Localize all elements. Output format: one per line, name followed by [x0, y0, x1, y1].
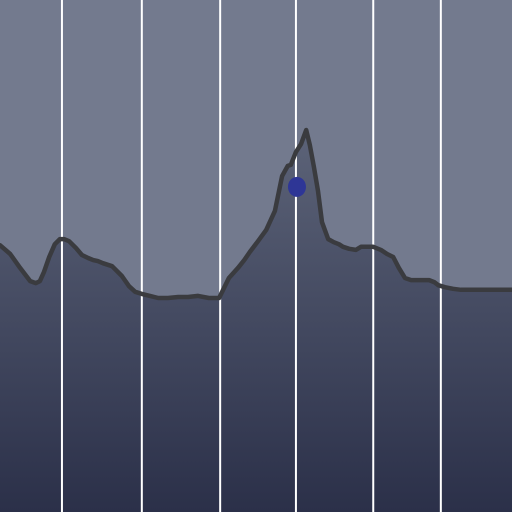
area-fill: [0, 130, 512, 512]
series-line: [0, 127, 512, 301]
vertical-gridlines: [60, 0, 442, 512]
highlight-point-marker[interactable]: [287, 176, 306, 197]
